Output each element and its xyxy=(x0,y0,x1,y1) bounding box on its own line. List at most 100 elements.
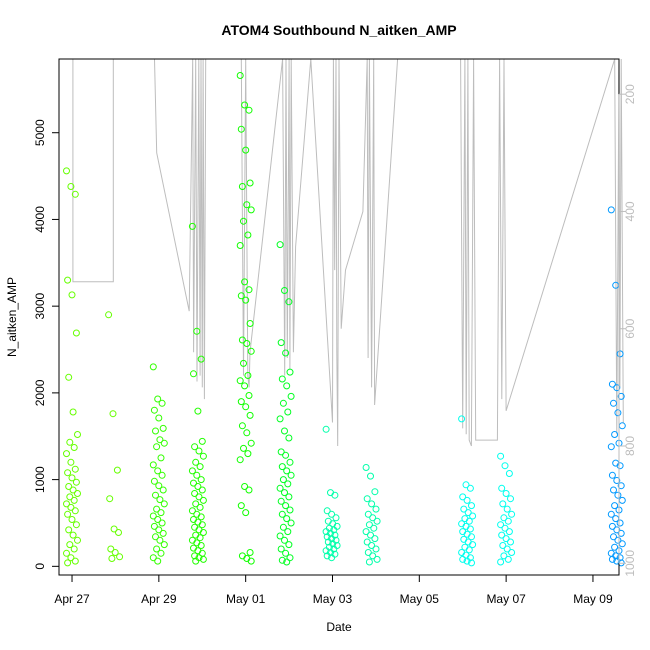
data-point xyxy=(154,557,162,565)
data-point xyxy=(72,521,80,529)
data-point xyxy=(70,545,78,553)
data-point xyxy=(63,450,70,458)
data-point xyxy=(236,377,244,385)
right-tick-label: 200 xyxy=(623,84,637,104)
data-point xyxy=(66,438,74,446)
data-point xyxy=(608,522,616,530)
data-point xyxy=(281,427,288,435)
data-point xyxy=(499,542,507,549)
data-point xyxy=(508,549,516,556)
data-point xyxy=(364,510,372,518)
data-point xyxy=(373,555,381,563)
data-point xyxy=(71,507,79,515)
data-point xyxy=(285,434,293,442)
data-point xyxy=(193,327,201,335)
x-tick-label: May 01 xyxy=(226,592,266,606)
data-point xyxy=(286,554,294,562)
data-point xyxy=(279,399,287,407)
data-point xyxy=(469,512,477,520)
data-point xyxy=(110,525,118,533)
data-point xyxy=(155,414,163,422)
data-point xyxy=(364,549,372,556)
data-point xyxy=(157,549,165,557)
y-tick-label: 4000 xyxy=(33,206,47,233)
data-point xyxy=(246,320,254,327)
data-point xyxy=(195,447,203,455)
data-point xyxy=(613,477,621,484)
data-point xyxy=(152,491,159,499)
data-point xyxy=(245,486,253,494)
data-point xyxy=(283,558,291,566)
data-point xyxy=(367,531,374,539)
data-point xyxy=(152,533,159,541)
data-point xyxy=(247,206,255,214)
data-point xyxy=(502,490,510,497)
data-point xyxy=(508,510,516,518)
data-point xyxy=(149,554,157,562)
data-point xyxy=(238,422,246,430)
data-point xyxy=(241,382,249,390)
data-point xyxy=(613,557,621,565)
data-point xyxy=(71,465,79,473)
data-point xyxy=(194,483,202,490)
data-point xyxy=(614,409,622,417)
data-point xyxy=(497,521,505,529)
data-point xyxy=(281,489,288,497)
data-point xyxy=(283,515,291,523)
data-point xyxy=(197,355,205,363)
data-point xyxy=(68,516,76,523)
data-point xyxy=(328,510,336,518)
data-point xyxy=(66,541,74,549)
data-point xyxy=(278,510,286,518)
data-point xyxy=(196,463,204,471)
data-point xyxy=(199,529,207,536)
data-point xyxy=(66,493,74,501)
data-point xyxy=(507,495,514,503)
data-point xyxy=(193,471,201,479)
data-point xyxy=(74,431,81,438)
data-point xyxy=(247,557,255,565)
data-point xyxy=(365,558,373,566)
data-point xyxy=(242,509,250,517)
chart-title: ATOM4 Southbound N_aitken_AMP xyxy=(221,22,456,38)
data-point xyxy=(287,519,295,527)
data-point xyxy=(69,486,77,494)
data-point xyxy=(503,545,511,553)
data-point xyxy=(322,547,330,555)
data-point xyxy=(109,410,117,418)
data-point xyxy=(323,552,331,560)
data-point xyxy=(284,528,292,536)
data-point xyxy=(246,179,254,187)
data-point xyxy=(245,106,253,114)
data-point xyxy=(362,464,370,471)
data-point xyxy=(278,556,286,564)
data-point xyxy=(367,472,374,480)
data-point xyxy=(71,190,79,198)
data-point xyxy=(191,552,199,560)
data-point xyxy=(459,493,467,501)
data-point xyxy=(276,241,284,249)
data-point xyxy=(64,510,72,518)
data-point xyxy=(159,424,167,432)
data-point xyxy=(464,509,472,517)
data-point xyxy=(286,506,294,514)
data-point xyxy=(363,538,371,546)
data-point xyxy=(617,529,625,537)
data-point xyxy=(150,477,158,485)
data-point xyxy=(276,532,284,540)
data-point xyxy=(462,481,470,489)
x-axis: Apr 27 Apr 29 May 01 May 03 May 05 May 07 May … xyxy=(54,574,613,606)
data-point xyxy=(67,458,75,466)
data-point xyxy=(246,549,254,556)
data-point xyxy=(63,549,70,557)
data-point xyxy=(241,101,249,109)
data-point xyxy=(63,500,70,508)
data-point xyxy=(613,526,621,534)
data-point xyxy=(149,363,157,371)
data-point xyxy=(69,408,77,416)
data-point xyxy=(246,411,254,419)
data-point xyxy=(503,505,511,513)
data-point xyxy=(372,545,380,553)
data-point xyxy=(68,291,76,299)
data-point xyxy=(505,528,513,536)
